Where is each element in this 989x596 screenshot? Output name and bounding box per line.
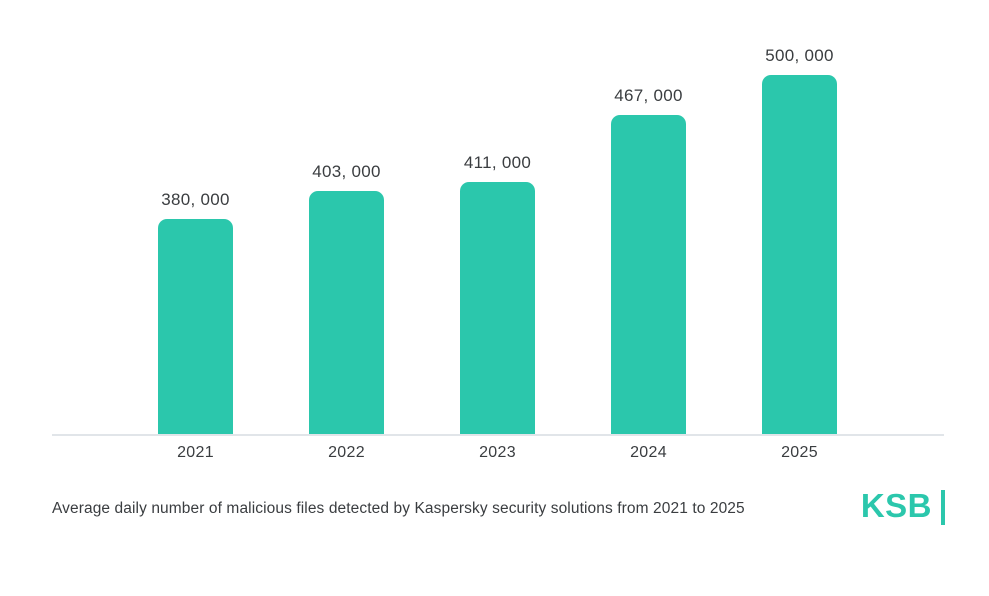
bar-column-2024: 467, 000 [573,86,724,435]
bar-2023 [460,182,535,435]
x-axis-label-2025: 2025 [781,444,818,461]
bar-2025 [762,75,837,435]
x-axis-label-2021: 2021 [177,444,214,461]
bar-value-label: 403, 000 [312,162,381,181]
bar-2021 [158,219,233,435]
ksb-logo-text: KSB [860,487,932,524]
x-axis-labels: 2021 2022 2023 2024 2025 [120,444,875,462]
bar-column-2021: 380, 000 [120,190,271,435]
bar-chart: 380, 000 403, 000 411, 000 467, 000 500, 000 [120,40,875,435]
x-axis-label-2024: 2024 [630,444,667,461]
ksb-logo-bar-icon [941,490,945,525]
bar-column-2023: 411, 000 [422,153,573,435]
x-axis-label-2023: 2023 [479,444,516,461]
bar-value-label: 380, 000 [161,190,230,209]
ksb-logo: KSB [860,487,945,525]
bar-2024 [611,115,686,435]
chart-caption: Average daily number of malicious files … [52,500,745,517]
bar-value-label: 467, 000 [614,86,683,105]
x-axis-line [52,434,944,436]
bar-column-2025: 500, 000 [724,46,875,435]
bar-column-2022: 403, 000 [271,162,422,435]
bar-value-label: 500, 000 [765,46,834,65]
x-axis-label-2022: 2022 [328,444,365,461]
bar-2022 [309,191,384,435]
bar-value-label: 411, 000 [463,153,532,172]
